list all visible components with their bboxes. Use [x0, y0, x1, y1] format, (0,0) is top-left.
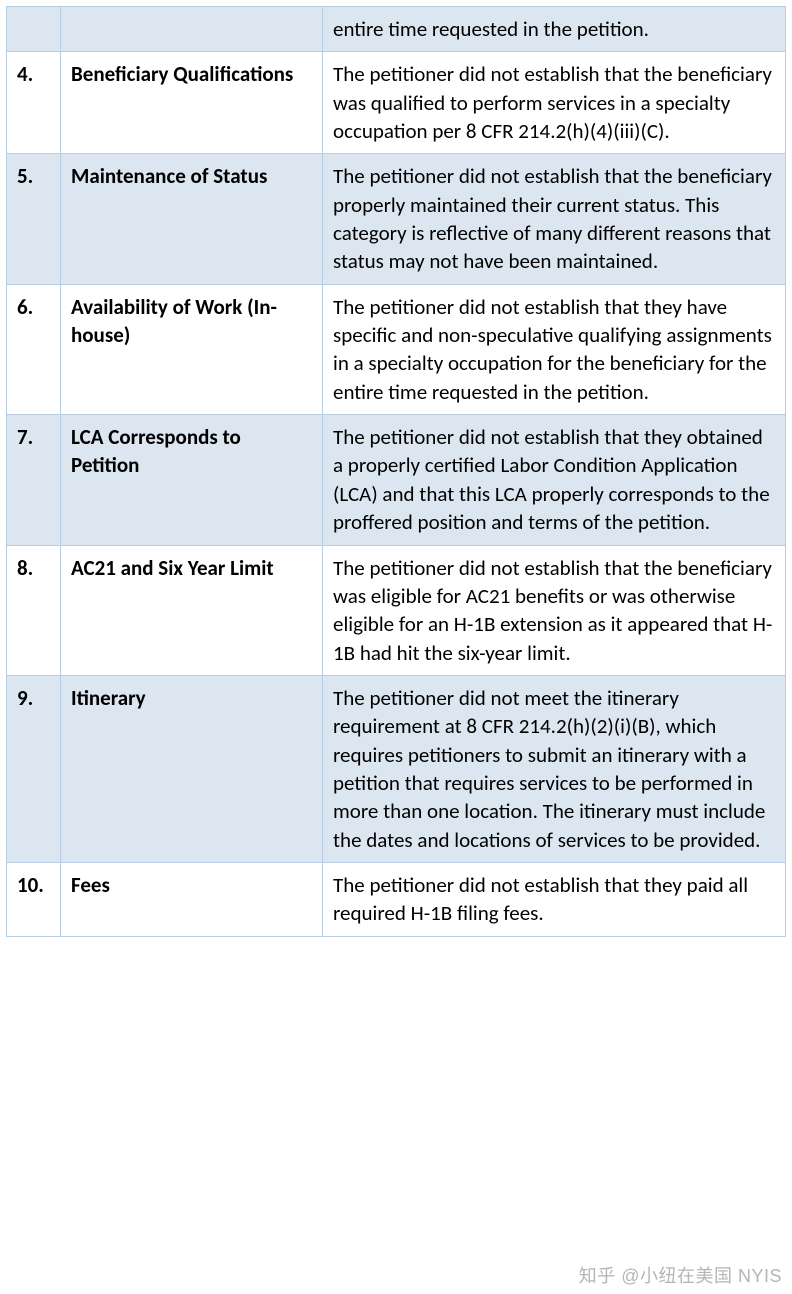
table-row: 8.AC21 and Six Year LimitThe petitioner …	[7, 545, 786, 675]
row-title: Availability of Work (In-house)	[61, 284, 323, 414]
table-row: 10.FeesThe petitioner did not establish …	[7, 862, 786, 936]
row-number: 7.	[7, 415, 61, 545]
row-description: The petitioner did not establish that th…	[323, 154, 786, 284]
row-number: 8.	[7, 545, 61, 675]
row-description: The petitioner did not establish that th…	[323, 284, 786, 414]
row-number: 9.	[7, 675, 61, 862]
row-description: The petitioner did not establish that th…	[323, 545, 786, 675]
row-number: 5.	[7, 154, 61, 284]
row-description: The petitioner did not establish that th…	[323, 415, 786, 545]
row-title: Itinerary	[61, 675, 323, 862]
row-description: The petitioner did not meet the itinerar…	[323, 675, 786, 862]
table-row: 4.Beneficiary QualificationsThe petition…	[7, 52, 786, 154]
row-title: Fees	[61, 862, 323, 936]
table-row: 9.ItineraryThe petitioner did not meet t…	[7, 675, 786, 862]
row-title: LCA Corresponds to Petition	[61, 415, 323, 545]
table-row: entire time requested in the petition.	[7, 7, 786, 52]
row-title: Beneficiary Qualifications	[61, 52, 323, 154]
row-number: 4.	[7, 52, 61, 154]
watermark-text: 知乎 @小纽在美国 NYIS	[579, 1262, 782, 1288]
row-number: 6.	[7, 284, 61, 414]
row-number: 10.	[7, 862, 61, 936]
row-number	[7, 7, 61, 52]
row-title: Maintenance of Status	[61, 154, 323, 284]
table-row: 7.LCA Corresponds to PetitionThe petitio…	[7, 415, 786, 545]
row-description: The petitioner did not establish that th…	[323, 862, 786, 936]
row-description: The petitioner did not establish that th…	[323, 52, 786, 154]
denial-reasons-table: entire time requested in the petition.4.…	[6, 6, 786, 937]
row-description: entire time requested in the petition.	[323, 7, 786, 52]
table-row: 5.Maintenance of StatusThe petitioner di…	[7, 154, 786, 284]
table-body: entire time requested in the petition.4.…	[7, 7, 786, 937]
row-title	[61, 7, 323, 52]
row-title: AC21 and Six Year Limit	[61, 545, 323, 675]
table-row: 6.Availability of Work (In-house)The pet…	[7, 284, 786, 414]
